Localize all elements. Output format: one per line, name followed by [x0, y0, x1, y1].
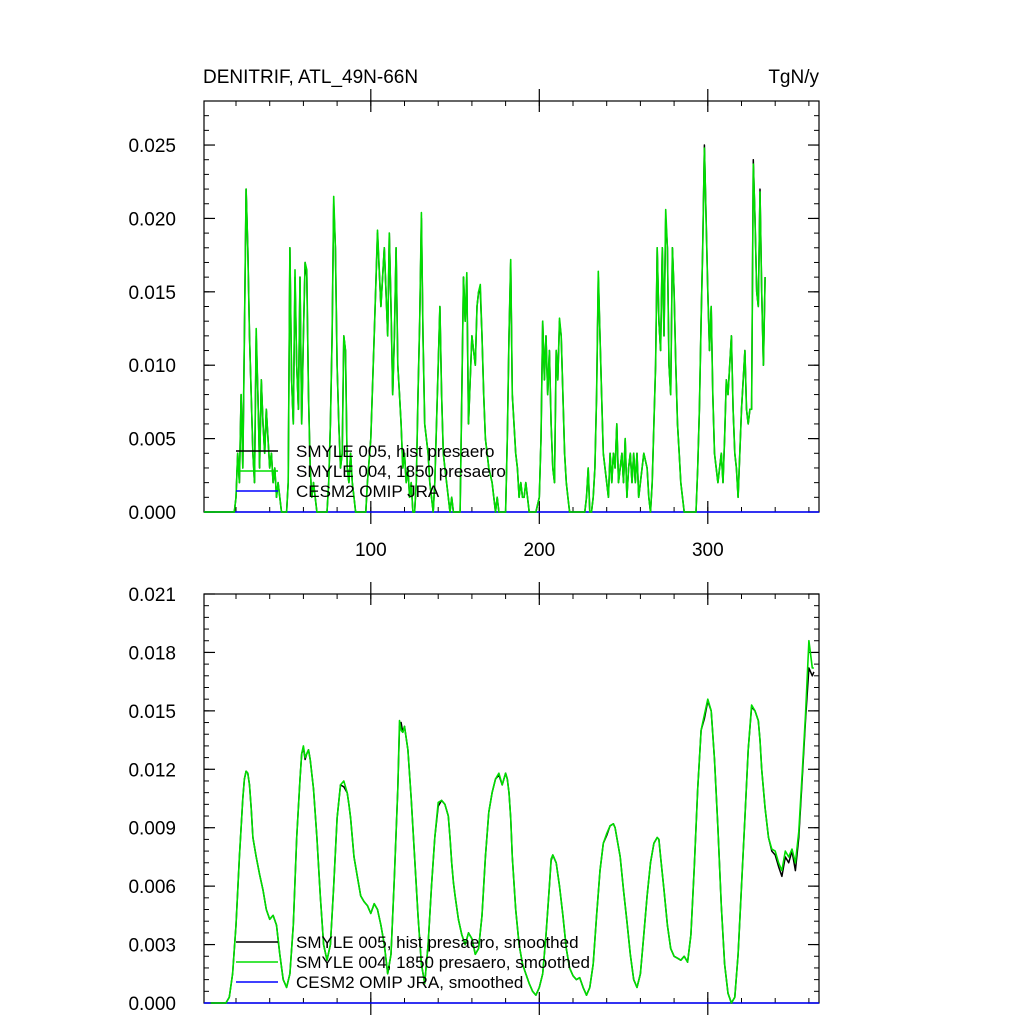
chart-title: DENITRIF, ATL_49N-66N [203, 67, 418, 88]
top-y-tick-label: 0.000 [128, 503, 176, 524]
bottom-y-tick-label: 0.012 [128, 760, 176, 781]
bottom-y-tick-label: 0.006 [128, 877, 176, 898]
top-panel: 0.000 0.005 0.010 0.015 0.020 0.025 100 200 300 S… [128, 89, 820, 561]
top-y-tick-label: 0.005 [128, 430, 176, 451]
top-y-tick-label: 0.020 [128, 209, 176, 230]
top-series-line-2 [204, 147, 766, 513]
units-label: TgN/y [768, 67, 819, 88]
bottom-y-tick-label: 0.000 [128, 994, 176, 1015]
top-x-tick-label: 100 [355, 540, 387, 561]
bottom-legend-label-2: SMYLE 004, 1850 presaero, smoothed [296, 953, 590, 972]
top-x-tick-label: 200 [523, 540, 555, 561]
bottom-y-tick-label: 0.015 [128, 702, 176, 723]
bottom-legend-label-3: CESM2 OMIP JRA, smoothed [296, 973, 523, 992]
bottom-y-tick-label: 0.009 [128, 819, 176, 840]
top-y-tick-label: 0.010 [128, 356, 176, 377]
bottom-y-tick-label: 0.021 [128, 585, 176, 606]
top-legend-label-3: CESM2 OMIP JRA [296, 482, 440, 501]
top-y-tick-label: 0.015 [128, 283, 176, 304]
top-x-tick-label: 300 [692, 540, 724, 561]
bottom-y-tick-label: 0.018 [128, 643, 176, 664]
top-y-tick-label: 0.025 [128, 136, 176, 157]
bottom-panel: 0.000 0.003 0.006 0.009 0.012 0.015 0.018 0.021… [128, 582, 820, 1015]
bottom-series-line-2 [210, 639, 814, 1004]
top-legend-label-1: SMYLE 005, hist presaero [296, 442, 494, 461]
bottom-y-tick-label: 0.003 [128, 936, 176, 957]
bottom-legend-label-1: SMYLE 005, hist presaero, smoothed [296, 933, 579, 952]
top-legend-label-2: SMYLE 004, 1850 presaero [296, 462, 506, 481]
